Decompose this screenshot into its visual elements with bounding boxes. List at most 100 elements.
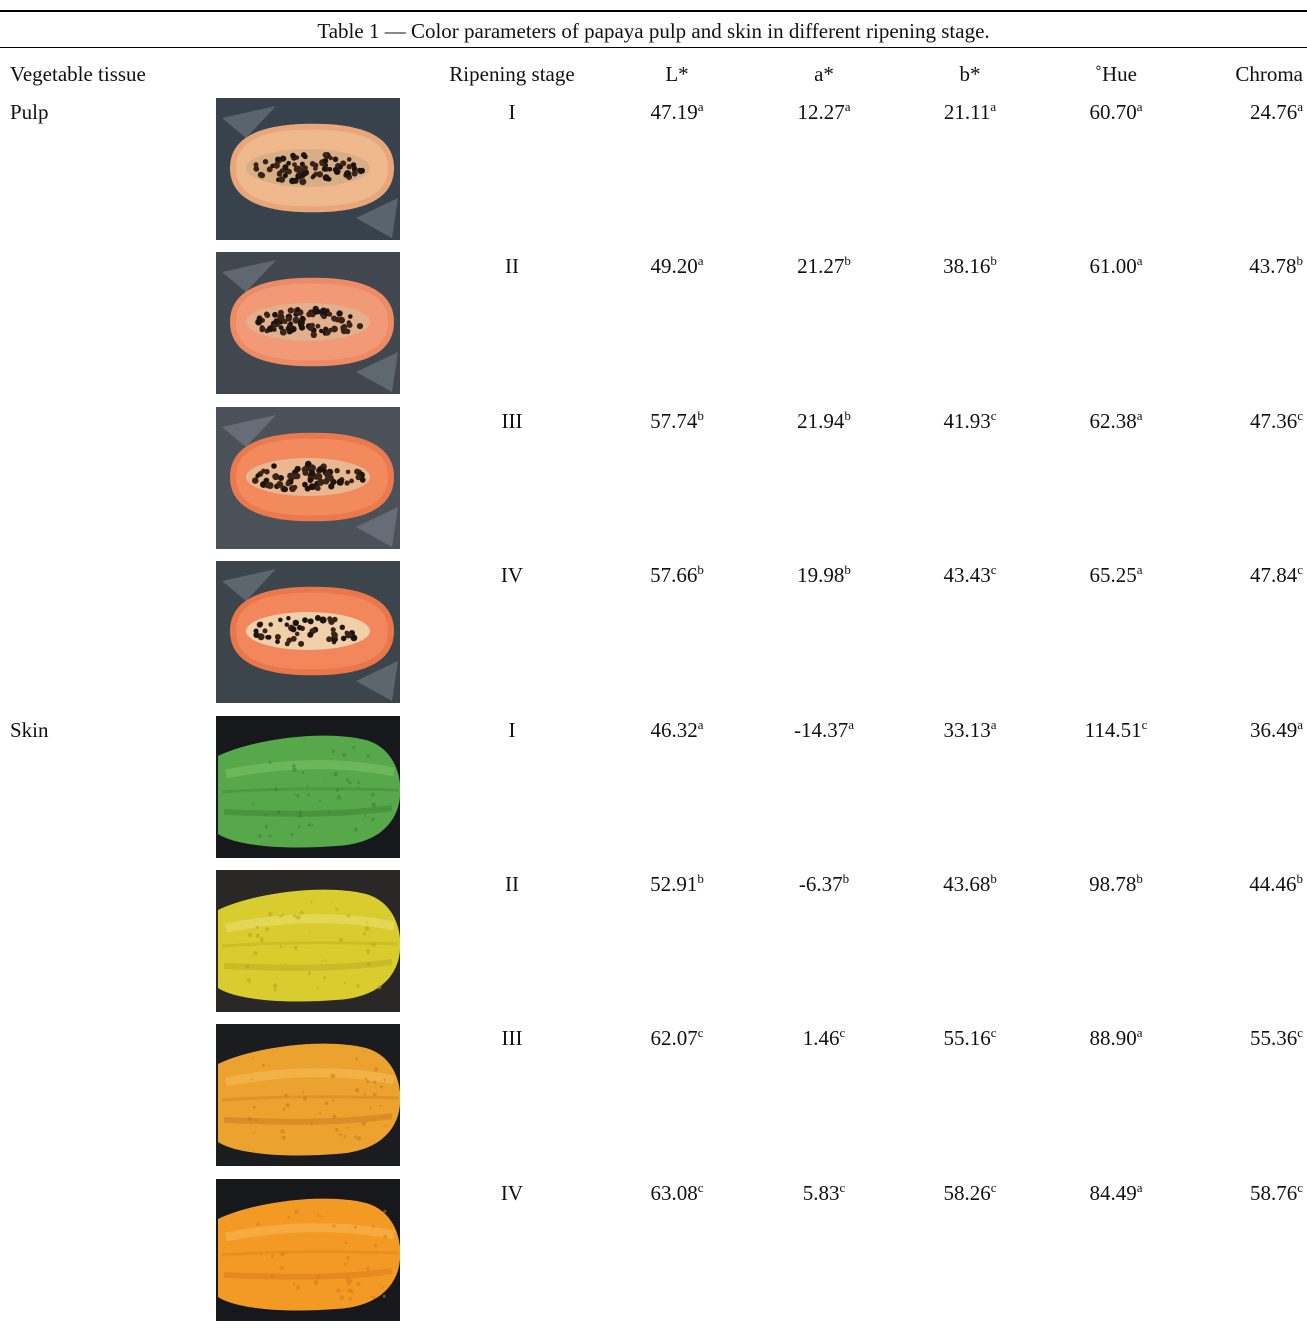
- hue-significance-letter: a: [1136, 407, 1143, 423]
- L-value: 57.66: [650, 563, 698, 588]
- cell-chroma: 36.49a: [1250, 717, 1303, 743]
- chroma-value: 36.49: [1249, 717, 1298, 742]
- L-value: 49.20: [650, 254, 698, 279]
- a-significance-letter: b: [844, 407, 851, 423]
- table-row: III 62.07c 1.46c 55.16c 88.90a 55.36c: [0, 1024, 1307, 1179]
- papaya-skin-stage-1-photo: [216, 715, 400, 858]
- L-value: 52.91: [650, 872, 698, 896]
- stage-value: I: [508, 100, 516, 124]
- hue-value: 62.38: [1089, 408, 1137, 433]
- cell-stage: IV: [501, 1180, 523, 1206]
- papaya-skin-stage-4-photo: [216, 1178, 400, 1321]
- L-value: 62.07: [650, 1026, 698, 1051]
- b-significance-letter: b: [990, 871, 997, 886]
- cell-b: 55.16c: [943, 1025, 996, 1051]
- cell-chroma: 44.46b: [1249, 871, 1303, 897]
- cell-L: 57.66b: [650, 562, 704, 588]
- b-value: 41.93: [943, 408, 991, 433]
- b-significance-letter: c: [990, 1025, 997, 1041]
- tissue-label: Pulp: [10, 100, 49, 124]
- cell-a: -6.37b: [799, 871, 849, 897]
- b-value: 58.26: [943, 1180, 991, 1205]
- L-significance-letter: a: [697, 99, 704, 114]
- cell-L: 63.08c: [650, 1180, 703, 1206]
- header-l-star: L*: [665, 62, 689, 86]
- a-value: 5.83: [802, 1180, 840, 1205]
- cell-b: 38.16b: [943, 253, 997, 279]
- cell-hue: 114.51c: [1085, 717, 1148, 743]
- cell-b: 41.93c: [943, 408, 996, 434]
- cell-chroma: 47.84c: [1250, 562, 1303, 588]
- table-caption: Table 1 — Color parameters of papaya pul…: [317, 19, 990, 43]
- stage-value: IV: [500, 1180, 524, 1205]
- L-value: 63.08: [650, 1180, 698, 1205]
- b-value: 21.11: [943, 100, 991, 124]
- L-significance-letter: a: [697, 253, 704, 269]
- hue-significance-letter: b: [1136, 871, 1143, 886]
- header-ripening-stage: Ripening stage: [449, 62, 575, 86]
- a-value: 19.98: [797, 563, 845, 588]
- papaya-skin-stage-3-photo: [216, 1024, 400, 1167]
- cell-a: 1.46c: [803, 1025, 846, 1051]
- L-value: 46.32: [650, 717, 698, 742]
- b-significance-letter: b: [990, 253, 997, 269]
- hue-value: 60.70: [1089, 100, 1137, 124]
- b-significance-letter: c: [990, 407, 997, 423]
- papaya-pulp-stage-3-photo: [216, 406, 400, 549]
- hue-significance-letter: a: [1136, 99, 1143, 114]
- cell-stage: I: [509, 99, 516, 125]
- a-significance-letter: b: [844, 562, 851, 578]
- cell-stage: III: [502, 408, 523, 434]
- papaya-skin-stage-2-photo: [216, 870, 400, 1012]
- cell-L: 47.19a: [650, 99, 703, 125]
- a-value: -6.37: [798, 872, 843, 896]
- cell-a: 12.27a: [797, 99, 850, 125]
- cell-stage: IV: [501, 562, 523, 588]
- hue-value: 114.51: [1084, 717, 1142, 742]
- cell-hue: 65.25a: [1089, 562, 1142, 588]
- papaya-pulp-stage-2-photo: [216, 252, 400, 395]
- L-value: 47.19: [650, 100, 698, 124]
- chroma-significance-letter: a: [1297, 99, 1303, 114]
- stage-value: II: [505, 872, 519, 896]
- cell-stage: II: [505, 253, 519, 279]
- cell-b: 43.43c: [943, 562, 996, 588]
- a-value: 21.27: [797, 254, 845, 279]
- chroma-significance-letter: c: [1297, 562, 1303, 578]
- table-top-rule: [0, 10, 1307, 12]
- hue-significance-letter: c: [1141, 716, 1148, 732]
- cell-stage: III: [502, 1025, 523, 1051]
- cell-L: 62.07c: [650, 1025, 703, 1051]
- stage-value: III: [501, 1026, 523, 1051]
- b-value: 38.16: [943, 254, 991, 279]
- hue-value: 84.49: [1089, 1180, 1137, 1205]
- chroma-value: 47.84: [1249, 563, 1298, 588]
- cell-a: 21.94b: [797, 408, 851, 434]
- hue-significance-letter: a: [1136, 562, 1143, 578]
- cell-hue: 88.90a: [1089, 1025, 1142, 1051]
- a-significance-letter: b: [844, 253, 851, 269]
- cell-chroma: 55.36c: [1250, 1025, 1303, 1051]
- b-value: 33.13: [943, 717, 991, 742]
- header-hue: ˚Hue: [1095, 62, 1137, 86]
- a-significance-letter: b: [842, 871, 850, 886]
- chroma-significance-letter: b: [1296, 871, 1304, 886]
- L-significance-letter: a: [697, 716, 704, 732]
- a-value: 12.27: [797, 100, 845, 124]
- tissue-label: Skin: [10, 717, 49, 742]
- header-chroma: Chroma: [1235, 62, 1303, 86]
- cell-a: -14.37a: [794, 717, 854, 743]
- table-row: Skin I 46.32a -14.37a 33.13a 114.51c 36.49a: [0, 715, 1307, 871]
- chroma-value: 47.36: [1249, 408, 1298, 433]
- chroma-value: 58.76: [1249, 1180, 1298, 1205]
- cell-a: 19.98b: [797, 562, 851, 588]
- table-row: IV 63.08c 5.83c 58.26c 84.49a 58.76c: [0, 1178, 1307, 1334]
- L-significance-letter: b: [697, 562, 704, 578]
- b-significance-letter: c: [990, 562, 997, 578]
- cell-b: 33.13a: [943, 717, 996, 743]
- hue-significance-letter: a: [1136, 1025, 1143, 1041]
- chroma-significance-letter: c: [1297, 407, 1303, 423]
- chroma-value: 24.76: [1249, 100, 1298, 124]
- table-row: III 57.74b 21.94b 41.93c 62.38a 47.36c: [0, 406, 1307, 562]
- header-a-star: a*: [814, 62, 834, 86]
